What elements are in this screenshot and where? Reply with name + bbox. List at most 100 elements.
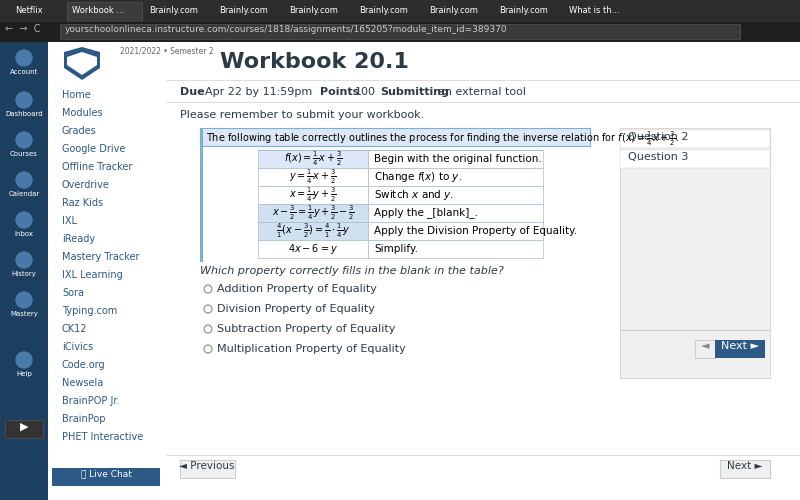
Text: Netflix: Netflix (15, 6, 42, 15)
Text: Home: Home (62, 90, 90, 100)
Bar (258, 168, 368, 186)
Text: Brainly.com: Brainly.com (359, 6, 408, 15)
Text: The following table correctly outlines the process for finding the inverse relat: The following table correctly outlines t… (206, 130, 679, 148)
Text: Modules: Modules (62, 108, 102, 118)
Bar (166, 102, 800, 103)
Text: Code.org: Code.org (62, 360, 106, 370)
Text: PHET Interactive: PHET Interactive (62, 432, 143, 442)
Bar (368, 150, 543, 168)
Text: Mastery Tracker: Mastery Tracker (62, 252, 139, 262)
Text: Overdrive: Overdrive (62, 180, 110, 190)
Bar (720, 460, 770, 478)
Text: 100: 100 (355, 87, 376, 97)
Bar (258, 222, 368, 240)
Bar (52, 468, 160, 486)
Text: Apr 22 by 11:59pm: Apr 22 by 11:59pm (205, 87, 312, 97)
Bar (166, 42, 167, 500)
Text: Brainly.com: Brainly.com (289, 6, 338, 15)
Text: Simplify.: Simplify. (374, 244, 418, 254)
Text: Points: Points (320, 87, 359, 97)
Text: yourschoolonlineca.instructure.com/courses/1818/assignments/165205?module_item_i: yourschoolonlineca.instructure.com/cours… (65, 25, 508, 34)
Text: iReady: iReady (62, 234, 95, 244)
Bar (0, 42, 48, 500)
Bar (695, 340, 715, 358)
Polygon shape (67, 52, 97, 75)
Text: BrainPOP Jr.: BrainPOP Jr. (62, 396, 119, 406)
Text: Grades: Grades (62, 126, 97, 136)
Circle shape (16, 292, 32, 308)
Bar (258, 240, 368, 258)
Text: Help: Help (16, 371, 32, 377)
Bar (715, 340, 765, 358)
Text: Apply the _[blank]_.: Apply the _[blank]_. (374, 208, 478, 218)
Bar (368, 168, 543, 186)
Circle shape (16, 252, 32, 268)
Bar (60, 24, 740, 39)
Text: Next ►: Next ► (721, 341, 759, 351)
Bar (258, 204, 368, 222)
Circle shape (16, 352, 32, 368)
Bar (258, 150, 543, 151)
Bar (166, 80, 800, 81)
Bar (180, 460, 235, 478)
Bar (368, 240, 543, 258)
Circle shape (16, 50, 32, 66)
Bar (620, 130, 770, 148)
Circle shape (16, 92, 32, 108)
Bar (48, 42, 166, 87)
Bar (166, 42, 800, 500)
Text: Workbook 20.1: Workbook 20.1 (220, 52, 409, 72)
Bar (620, 128, 770, 378)
Bar (368, 222, 543, 240)
Bar (620, 330, 770, 331)
Text: ◄ Previous: ◄ Previous (179, 461, 234, 471)
Text: Begin with the original function.: Begin with the original function. (374, 154, 542, 164)
Text: ←  →  C: ← → C (5, 24, 41, 34)
Text: Multiplication Property of Equality: Multiplication Property of Equality (217, 344, 406, 354)
Text: Dashboard: Dashboard (5, 111, 43, 117)
Bar (368, 186, 543, 204)
Text: Calendar: Calendar (8, 191, 40, 197)
Text: $f(x) = \frac{1}{4}x + \frac{3}{2}$: $f(x) = \frac{1}{4}x + \frac{3}{2}$ (284, 150, 342, 168)
Bar (200, 128, 203, 146)
Text: Sora: Sora (62, 288, 84, 298)
Text: Google Drive: Google Drive (62, 144, 126, 154)
Text: What is th...: What is th... (569, 6, 619, 15)
Text: Brainly.com: Brainly.com (149, 6, 198, 15)
Text: Submitting: Submitting (380, 87, 449, 97)
Text: Brainly.com: Brainly.com (499, 6, 548, 15)
Text: Next ►: Next ► (727, 461, 762, 471)
Bar (0, 0, 800, 22)
Text: Typing.com: Typing.com (62, 306, 118, 316)
Text: ▶: ▶ (20, 422, 28, 432)
Text: $y = \frac{1}{4}x + \frac{3}{2}$: $y = \frac{1}{4}x + \frac{3}{2}$ (289, 168, 337, 186)
Bar (5, 420, 43, 438)
Bar (67, 2, 142, 22)
Bar (258, 150, 368, 168)
Text: $x = \frac{1}{4}y + \frac{3}{2}$: $x = \frac{1}{4}y + \frac{3}{2}$ (289, 186, 337, 204)
Text: iCivics: iCivics (62, 342, 94, 352)
Text: 2021/2022 • Semester 2: 2021/2022 • Semester 2 (120, 47, 214, 56)
Text: Workbook ...: Workbook ... (72, 6, 124, 15)
Text: IXL: IXL (62, 216, 77, 226)
Text: Raz Kids: Raz Kids (62, 198, 103, 208)
Polygon shape (64, 47, 100, 80)
Text: Due: Due (180, 87, 205, 97)
Bar (200, 128, 203, 262)
Text: an external tool: an external tool (438, 87, 526, 97)
Text: Please remember to submit your workbook.: Please remember to submit your workbook. (180, 110, 424, 120)
Text: Brainly.com: Brainly.com (219, 6, 268, 15)
Text: Question 2: Question 2 (628, 132, 689, 142)
Bar (48, 42, 166, 500)
Text: Account: Account (10, 69, 38, 75)
Text: $4x - 6 = y$: $4x - 6 = y$ (288, 242, 338, 256)
Bar (258, 186, 368, 204)
Circle shape (16, 132, 32, 148)
Text: BrainPop: BrainPop (62, 414, 106, 424)
Text: Offline Tracker: Offline Tracker (62, 162, 132, 172)
Text: Question 3: Question 3 (628, 152, 688, 162)
Text: ◄: ◄ (701, 341, 710, 351)
Text: Apply the Division Property of Equality.: Apply the Division Property of Equality. (374, 226, 577, 236)
Text: History: History (11, 271, 37, 277)
Circle shape (16, 212, 32, 228)
